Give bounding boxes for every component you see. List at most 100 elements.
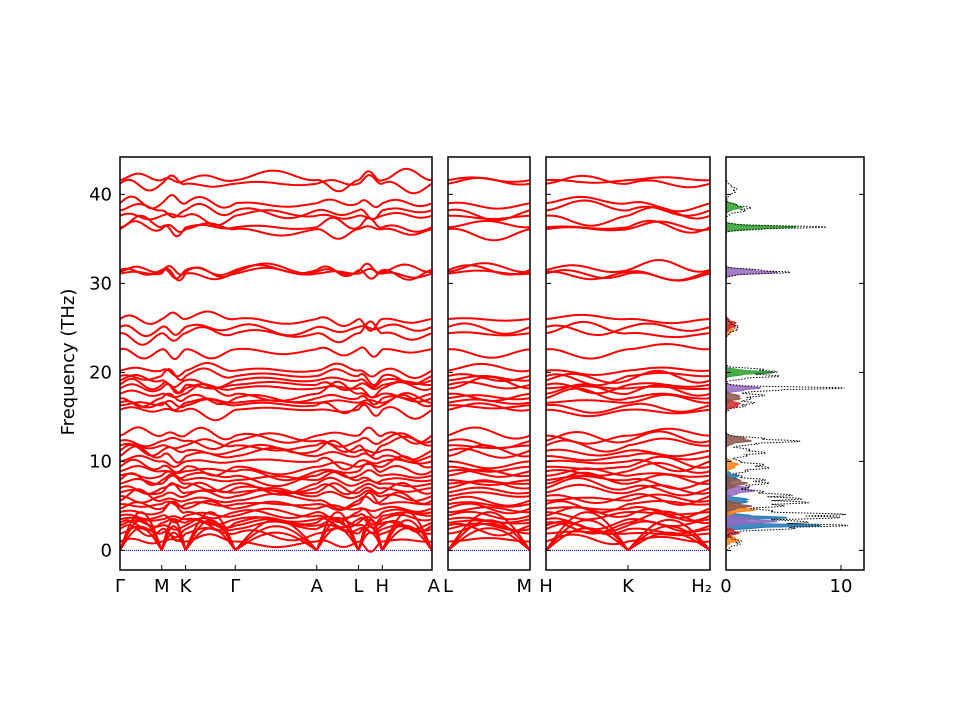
band-line: [546, 372, 629, 384]
band-line: [546, 511, 629, 521]
band-line: [382, 538, 432, 543]
band-line: [316, 523, 359, 534]
band-line: [627, 449, 710, 458]
panel-path-3: H K H₂: [539, 156, 712, 597]
band-line: [382, 473, 432, 479]
band-line: [546, 324, 629, 337]
band-line: [185, 459, 236, 464]
band-line: [120, 472, 162, 480]
band-line: [120, 324, 163, 338]
band-line: [161, 348, 187, 361]
band-line: [357, 346, 384, 358]
band-line: [448, 537, 530, 543]
band-line: [546, 385, 629, 390]
band-line: [120, 458, 163, 471]
band-line: [448, 502, 530, 515]
band-line: [235, 516, 317, 523]
band-line: [161, 368, 187, 378]
band-line: [448, 516, 530, 524]
band-line: [316, 362, 359, 372]
bands: [546, 174, 710, 552]
band-line: [235, 207, 318, 220]
band-line: [316, 208, 359, 216]
band-line: [120, 267, 163, 276]
bands: [120, 167, 432, 553]
band-line: [316, 368, 359, 378]
band-line: [546, 178, 629, 184]
band-line: [381, 198, 432, 208]
band-line: [235, 540, 317, 549]
band-line: [235, 432, 317, 444]
band-line: [120, 366, 162, 373]
band-line: [381, 482, 432, 495]
band-line: [120, 347, 163, 360]
band-line: [234, 323, 318, 337]
band-line: [358, 174, 383, 185]
band-line: [448, 438, 530, 450]
band-line: [627, 201, 710, 213]
band-line: [448, 264, 530, 276]
band-line: [546, 517, 629, 531]
band-line: [627, 478, 710, 490]
band-line: [120, 332, 163, 346]
band-line: [546, 270, 629, 281]
band-line: [627, 331, 710, 339]
band-line: [316, 346, 359, 357]
band-line: [448, 331, 530, 337]
band-line: [448, 201, 530, 210]
band-line: [382, 380, 432, 386]
band-line: [161, 431, 186, 438]
band-line: [627, 499, 710, 506]
x-tick-label: H: [376, 576, 390, 597]
band-line: [358, 318, 383, 332]
band-line: [448, 444, 530, 450]
band-line: [185, 310, 236, 321]
band-line: [185, 496, 236, 504]
band-line: [546, 264, 629, 273]
band-line: [235, 347, 317, 356]
band-line: [546, 494, 629, 505]
band-line: [161, 460, 186, 468]
band-line: [120, 374, 162, 381]
band-line: [161, 464, 187, 474]
band-line: [358, 540, 383, 553]
band-line: [185, 174, 236, 182]
band-line: [185, 393, 236, 406]
band-line: [627, 219, 710, 234]
band-line: [627, 392, 710, 400]
band-line: [448, 227, 530, 242]
band-line: [120, 524, 163, 538]
band-line: [627, 385, 710, 390]
band-line: [448, 501, 530, 508]
band-line: [357, 516, 384, 529]
band-line: [448, 527, 530, 552]
band-line: [316, 461, 359, 468]
band-line: [120, 214, 162, 229]
band-line: [448, 479, 530, 490]
band-line: [316, 490, 359, 500]
band-line: [382, 268, 432, 281]
band-line: [161, 483, 186, 490]
band-line: [185, 213, 236, 227]
band-line: [185, 499, 236, 510]
band-line: [546, 403, 629, 414]
band-line: [161, 491, 186, 498]
band-line: [235, 263, 318, 275]
band-line: [235, 486, 317, 498]
band-line: [160, 518, 187, 551]
band-line: [382, 505, 432, 513]
band-line: [161, 209, 186, 219]
band-line: [316, 381, 359, 392]
band-line: [185, 266, 236, 277]
band-line: [382, 435, 432, 447]
band-line: [627, 322, 710, 332]
band-line: [161, 527, 187, 539]
band-line: [357, 208, 383, 221]
band-line: [235, 224, 317, 230]
band-line: [357, 382, 383, 391]
y-tick-label: 40: [89, 184, 112, 205]
band-line: [316, 332, 359, 344]
band-line: [120, 519, 163, 532]
band-line: [316, 376, 359, 382]
band-line: [161, 332, 186, 342]
